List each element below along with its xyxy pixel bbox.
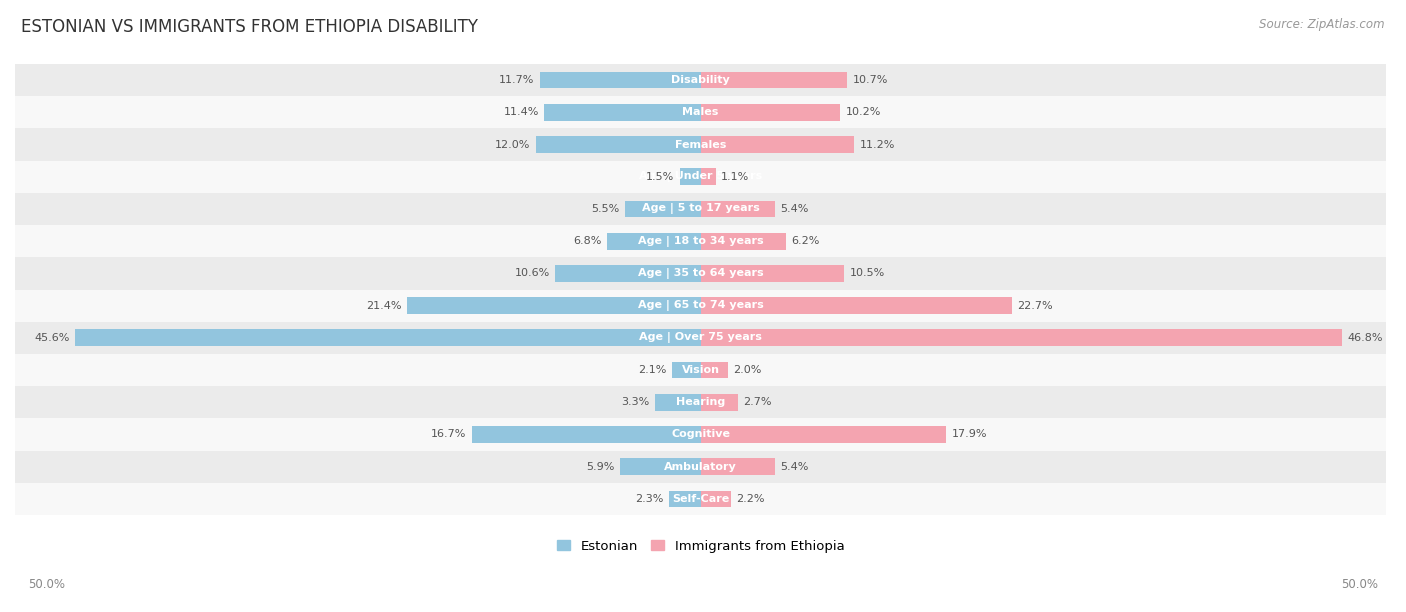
Bar (540, 72, 700, 89)
Bar (700, 297, 1012, 314)
Text: Vision: Vision (682, 365, 720, 375)
Text: 17.9%: 17.9% (952, 430, 987, 439)
Text: 2.3%: 2.3% (636, 494, 664, 504)
Text: Age | 35 to 64 years: Age | 35 to 64 years (638, 268, 763, 279)
Bar (15, 483, 1386, 515)
Text: 16.7%: 16.7% (430, 430, 465, 439)
Bar (700, 104, 841, 121)
Text: 6.2%: 6.2% (792, 236, 820, 246)
Text: 10.2%: 10.2% (846, 107, 882, 118)
Bar (15, 96, 1386, 129)
Bar (15, 129, 1386, 160)
Text: 2.1%: 2.1% (638, 365, 666, 375)
Text: Age | Over 75 years: Age | Over 75 years (640, 332, 762, 343)
Bar (15, 257, 1386, 289)
Bar (471, 426, 700, 443)
Bar (15, 225, 1386, 257)
Bar (681, 168, 700, 185)
Bar (15, 64, 1386, 96)
Bar (700, 458, 775, 475)
Text: Self-Care: Self-Care (672, 494, 730, 504)
Text: 5.4%: 5.4% (780, 204, 808, 214)
Text: 2.2%: 2.2% (737, 494, 765, 504)
Text: 6.8%: 6.8% (574, 236, 602, 246)
Text: 10.7%: 10.7% (852, 75, 889, 85)
Text: 50.0%: 50.0% (1341, 578, 1378, 591)
Bar (655, 394, 700, 411)
Text: Age | 18 to 34 years: Age | 18 to 34 years (638, 236, 763, 247)
Bar (15, 193, 1386, 225)
Bar (700, 72, 848, 89)
Text: Age | Under 5 years: Age | Under 5 years (638, 171, 762, 182)
Text: 10.5%: 10.5% (851, 269, 886, 278)
Bar (15, 322, 1386, 354)
Bar (544, 104, 700, 121)
Legend: Estonian, Immigrants from Ethiopia: Estonian, Immigrants from Ethiopia (551, 534, 849, 558)
Bar (672, 362, 700, 378)
Text: Females: Females (675, 140, 725, 149)
Text: 11.7%: 11.7% (499, 75, 534, 85)
Bar (15, 450, 1386, 483)
Bar (607, 233, 700, 250)
Text: 5.9%: 5.9% (586, 461, 614, 472)
Text: ESTONIAN VS IMMIGRANTS FROM ETHIOPIA DISABILITY: ESTONIAN VS IMMIGRANTS FROM ETHIOPIA DIS… (21, 18, 478, 36)
Text: 12.0%: 12.0% (495, 140, 530, 149)
Text: 46.8%: 46.8% (1347, 333, 1384, 343)
Bar (15, 419, 1386, 450)
Text: 45.6%: 45.6% (35, 333, 70, 343)
Bar (555, 265, 700, 282)
Bar (700, 265, 845, 282)
Text: 11.4%: 11.4% (503, 107, 538, 118)
Text: 2.7%: 2.7% (742, 397, 772, 407)
Text: 3.3%: 3.3% (621, 397, 650, 407)
Bar (700, 329, 1343, 346)
Text: Ambulatory: Ambulatory (664, 461, 737, 472)
Text: 1.1%: 1.1% (721, 172, 749, 182)
Bar (626, 201, 700, 217)
Text: Males: Males (682, 107, 718, 118)
Bar (536, 136, 700, 153)
Text: Cognitive: Cognitive (671, 430, 730, 439)
Bar (669, 491, 700, 507)
Text: 5.5%: 5.5% (592, 204, 620, 214)
Text: Age | 5 to 17 years: Age | 5 to 17 years (641, 203, 759, 214)
Text: 21.4%: 21.4% (366, 300, 402, 311)
Text: Source: ZipAtlas.com: Source: ZipAtlas.com (1260, 18, 1385, 31)
Bar (700, 491, 731, 507)
Bar (15, 160, 1386, 193)
Text: 11.2%: 11.2% (859, 140, 894, 149)
Bar (76, 329, 700, 346)
Text: Disability: Disability (671, 75, 730, 85)
Bar (700, 136, 853, 153)
Bar (700, 394, 738, 411)
Bar (408, 297, 700, 314)
Text: 5.4%: 5.4% (780, 461, 808, 472)
Text: Age | 65 to 74 years: Age | 65 to 74 years (638, 300, 763, 311)
Text: 50.0%: 50.0% (28, 578, 65, 591)
Text: 22.7%: 22.7% (1017, 300, 1053, 311)
Bar (700, 233, 786, 250)
Bar (700, 362, 728, 378)
Bar (620, 458, 700, 475)
Text: 2.0%: 2.0% (734, 365, 762, 375)
Bar (15, 289, 1386, 322)
Bar (15, 386, 1386, 419)
Bar (700, 168, 716, 185)
Bar (700, 426, 946, 443)
Text: 10.6%: 10.6% (515, 269, 550, 278)
Text: Hearing: Hearing (676, 397, 725, 407)
Text: 1.5%: 1.5% (647, 172, 675, 182)
Bar (15, 354, 1386, 386)
Bar (700, 201, 775, 217)
